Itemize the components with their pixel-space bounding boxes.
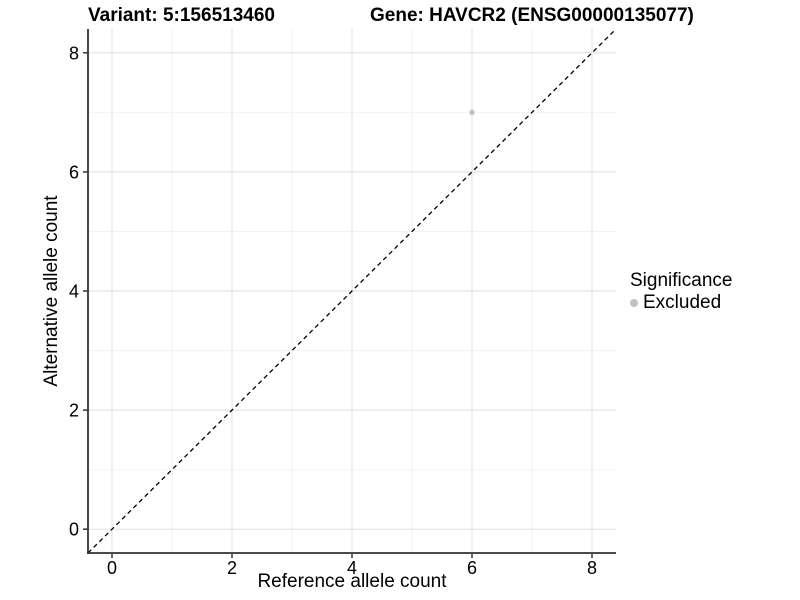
plot-title-variant: Variant: 5:156513460 [88, 5, 275, 26]
legend-title: Significance [630, 270, 733, 291]
y-axis-title: Alternative allele count [41, 195, 62, 387]
y-tick-label: 0 [69, 520, 79, 540]
plot-title-gene: Gene: HAVCR2 (ENSG00000135077) [370, 5, 694, 26]
x-tick-label: 2 [227, 558, 237, 578]
x-tick-label: 4 [347, 558, 357, 578]
legend: Significance Excluded [630, 271, 732, 313]
y-tick-label: 8 [69, 43, 79, 63]
legend-entry-label: Excluded [643, 292, 722, 313]
x-tick-label: 8 [587, 558, 597, 578]
identity-reference-line [87, 28, 617, 554]
excluded-point-icon [630, 299, 638, 307]
y-tick-label: 2 [69, 401, 79, 421]
x-tick-label: 0 [107, 558, 117, 578]
y-tick-label: 6 [69, 162, 79, 182]
legend-entry-excluded: Excluded [630, 293, 732, 313]
x-tick-label: 6 [467, 558, 477, 578]
y-tick-label: 4 [69, 282, 79, 302]
x-axis-title: Reference allele count [257, 571, 447, 592]
data-point [469, 109, 475, 116]
